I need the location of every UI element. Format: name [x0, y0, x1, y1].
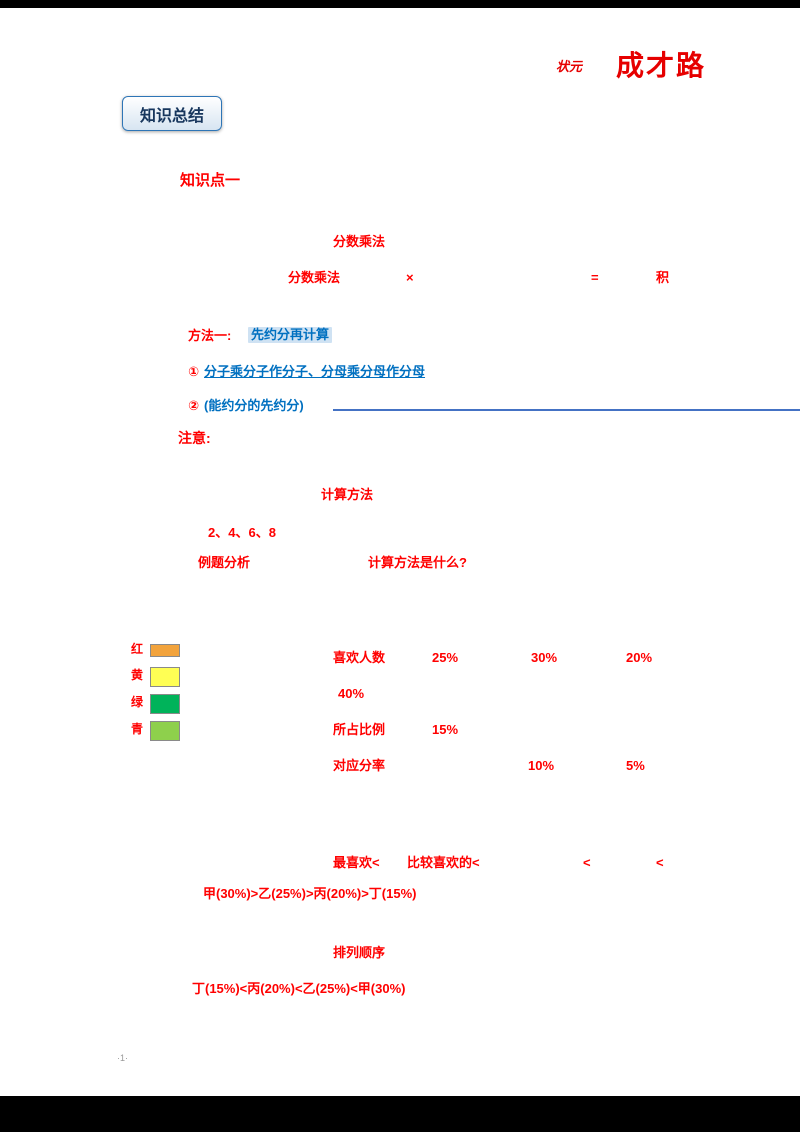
formula-lhs: 分数乘法 [288, 270, 341, 285]
table-r4c4: 5% [626, 758, 645, 773]
brand-logo-text: 成才路 [616, 50, 707, 81]
legend-label-1: 红 [131, 642, 144, 656]
table-r1c1: 喜欢人数 [333, 650, 386, 665]
note1-text: 先约分再计算 [248, 327, 333, 343]
center-title-2: 排列顺序 [333, 945, 386, 960]
legend-swatch-green [150, 694, 180, 714]
compare-less-sign-2: < [656, 855, 664, 870]
table-r3c2: 15% [432, 722, 459, 737]
table-r4c3: 10% [528, 758, 555, 773]
section-heading-1: 知识点一 [180, 172, 241, 189]
table-r1c2: 25% [432, 650, 459, 665]
example-label: 例题分析 [198, 555, 251, 570]
page-number: ·1· [117, 1053, 128, 1063]
table-r1c3: 30% [531, 650, 558, 665]
enumeration-row: 2、4、6、8 [208, 525, 276, 540]
brand-script-text: 状元 [556, 59, 583, 74]
knowledge-summary-box: 知识总结 [122, 96, 222, 131]
formula-times-sign: × [406, 270, 414, 285]
center-title-1: 计算方法 [321, 487, 374, 502]
question-text: 计算方法是什么? [368, 555, 467, 570]
order-chain-1: 甲(30%)>乙(25%)>丙(20%)>丁(15%) [203, 886, 417, 901]
legend-swatch-lightgreen [150, 721, 180, 741]
note1-label: 方法一: [188, 328, 232, 343]
note2-label: ① [188, 364, 200, 379]
section-heading-2: 注意: [178, 430, 211, 446]
compare-less-sign-1: < [583, 855, 591, 870]
table-r2c1: 40% [338, 686, 365, 701]
blue-divider-line [333, 409, 800, 411]
note3-label: ② [188, 398, 200, 413]
note2-text: 分子乘分子作分子、分母乘分母作分母 [204, 364, 426, 379]
legend-label-4: 青 [131, 722, 144, 736]
subtitle-1: 分数乘法 [333, 234, 386, 249]
table-r4c1: 对应分率 [333, 758, 386, 773]
formula-result: 积 [656, 270, 670, 285]
legend-swatch-orange [150, 644, 180, 657]
bottom-black-strip [0, 1096, 800, 1132]
table-r3c1: 所占比例 [333, 722, 386, 737]
legend-label-2: 黄 [131, 668, 144, 682]
note3-text: (能约分的先约分) [204, 398, 304, 413]
order-chain-2: 丁(15%)<丙(20%)<乙(25%)<甲(30%) [192, 981, 406, 996]
legend-label-3: 绿 [131, 695, 144, 709]
document-page [0, 8, 800, 1096]
formula-equals-sign: = [591, 270, 599, 285]
legend-swatch-yellow [150, 667, 180, 687]
compare-a: 最喜欢< [333, 855, 380, 870]
top-black-strip [0, 0, 800, 8]
compare-b: 比较喜欢的< [407, 855, 480, 870]
table-r1c4: 20% [626, 650, 653, 665]
